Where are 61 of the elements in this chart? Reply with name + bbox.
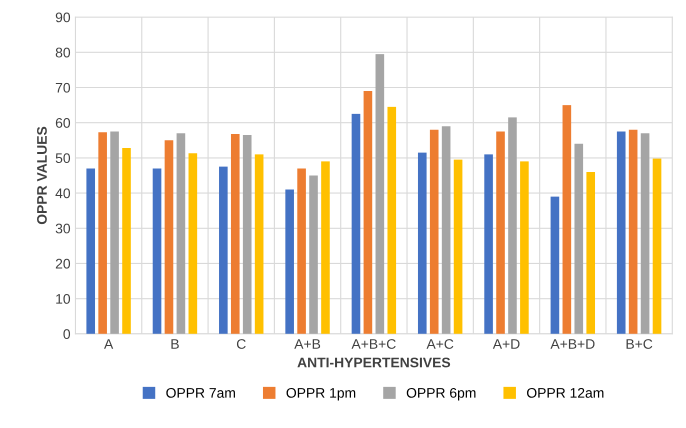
bar [297, 168, 306, 334]
legend-label: OPPR 6pm [406, 388, 476, 401]
bar [309, 175, 318, 334]
y-tick-label: 10 [56, 294, 70, 304]
x-tick-label: A [104, 339, 114, 349]
x-tick-label: A+C [426, 339, 454, 349]
bar [640, 133, 650, 334]
bar [550, 196, 560, 334]
legend-label: OPPR 1pm [286, 388, 356, 401]
x-tick-label: A+D [492, 339, 520, 349]
y-tick-label: 80 [56, 48, 70, 58]
bar [586, 172, 596, 334]
bar [254, 154, 264, 334]
y-tick-label: 90 [56, 12, 70, 22]
y-tick-label: 0 [63, 329, 70, 340]
bar [188, 153, 198, 334]
y-tick-label: 40 [55, 188, 70, 198]
x-tick-label: A+B+D [550, 339, 595, 349]
bar [387, 106, 396, 334]
bar [164, 140, 174, 334]
y-tick-label: 70 [56, 82, 70, 93]
bar [98, 132, 107, 334]
bar [496, 131, 505, 334]
y-tick-label: 60 [56, 118, 70, 128]
bar [520, 161, 529, 334]
bar [352, 114, 360, 334]
legend-label: OPPR 12am [527, 388, 604, 398]
bar [562, 105, 572, 334]
y-tick-label: 50 [56, 153, 70, 164]
bar [110, 131, 119, 334]
legend-label: OPPR 7am [166, 388, 235, 398]
bar [242, 135, 252, 334]
bar [652, 158, 662, 334]
bar [364, 91, 372, 334]
bar [285, 190, 294, 334]
bar [442, 126, 450, 334]
bar [574, 144, 584, 334]
bar [376, 54, 384, 334]
x-tick-label: C [236, 339, 246, 349]
x-tick-label: B+C [626, 339, 652, 349]
x-tick-label: A+B+C [352, 339, 396, 349]
bar [219, 166, 228, 334]
x-tick-label: A+B [294, 339, 320, 349]
bar [454, 160, 462, 334]
bar [508, 117, 517, 334]
bar [230, 134, 240, 334]
bar [484, 154, 493, 334]
bar [122, 148, 131, 334]
bar [152, 168, 162, 334]
y-axis-title: OPPR VALUES [37, 126, 47, 224]
bar [176, 133, 186, 334]
bar [321, 161, 330, 334]
bar [86, 168, 96, 334]
y-tick-label: 20 [56, 258, 70, 269]
x-axis-title: ANTI-HYPERTENSIVES [297, 358, 450, 368]
bar [430, 130, 439, 334]
bar [628, 130, 638, 334]
bar [616, 131, 626, 334]
x-tick-label: B [171, 339, 179, 349]
bar [418, 152, 427, 334]
y-tick-label: 30 [56, 224, 70, 234]
